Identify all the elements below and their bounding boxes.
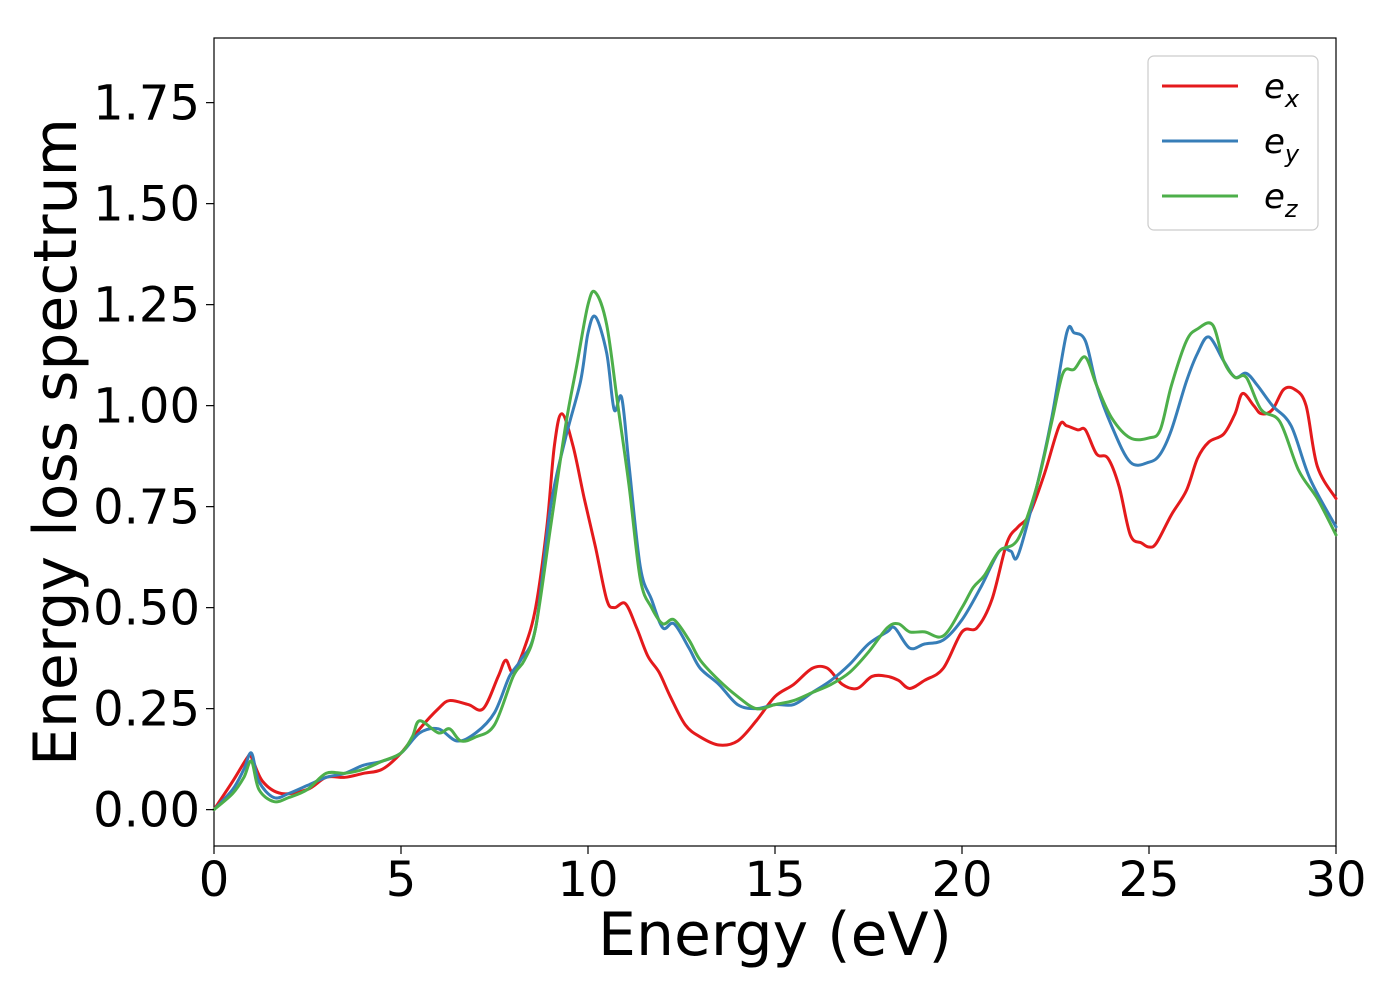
legend-item-ey: ey	[1162, 122, 1300, 168]
y-tick-label: 1.25	[93, 278, 200, 334]
y-tick-label: 1.00	[93, 379, 200, 435]
series-line-ez	[212, 289, 1338, 812]
legend-label: ex	[1264, 67, 1300, 113]
x-axis: 0 5 10 15 20 25 30	[199, 846, 1367, 908]
x-tick-label: 15	[744, 852, 805, 908]
legend-item-ex: ex	[1162, 67, 1300, 113]
x-tick-label: 10	[557, 852, 618, 908]
y-axis-title: Energy loss spectrum	[21, 118, 91, 766]
legend-box	[1147, 55, 1319, 231]
x-tick-label: 25	[1118, 852, 1179, 908]
x-tick-label: 20	[931, 852, 992, 908]
legend-label: ey	[1264, 122, 1300, 168]
legend-item-ez: ez	[1162, 177, 1299, 223]
y-tick-label: 0.25	[93, 682, 200, 738]
y-tick-label: 1.50	[93, 177, 200, 233]
y-tick-label: 1.75	[93, 76, 200, 132]
x-tick-label: 0	[199, 852, 230, 908]
legend: ex ey ez	[1147, 55, 1319, 231]
y-tick-label: 0.00	[93, 783, 200, 839]
x-tick-label: 5	[386, 852, 417, 908]
y-tick-label: 0.75	[93, 480, 200, 536]
x-axis-title: Energy (eV)	[598, 900, 952, 970]
series-layer	[212, 289, 1338, 812]
y-axis: 0.00 0.25 0.50 0.75 1.00 1.25 1.50 1.75	[93, 76, 214, 839]
y-tick-label: 0.50	[93, 581, 200, 637]
x-tick-label: 30	[1305, 852, 1366, 908]
legend-label: ez	[1264, 177, 1299, 223]
series-line-ex	[212, 385, 1338, 812]
